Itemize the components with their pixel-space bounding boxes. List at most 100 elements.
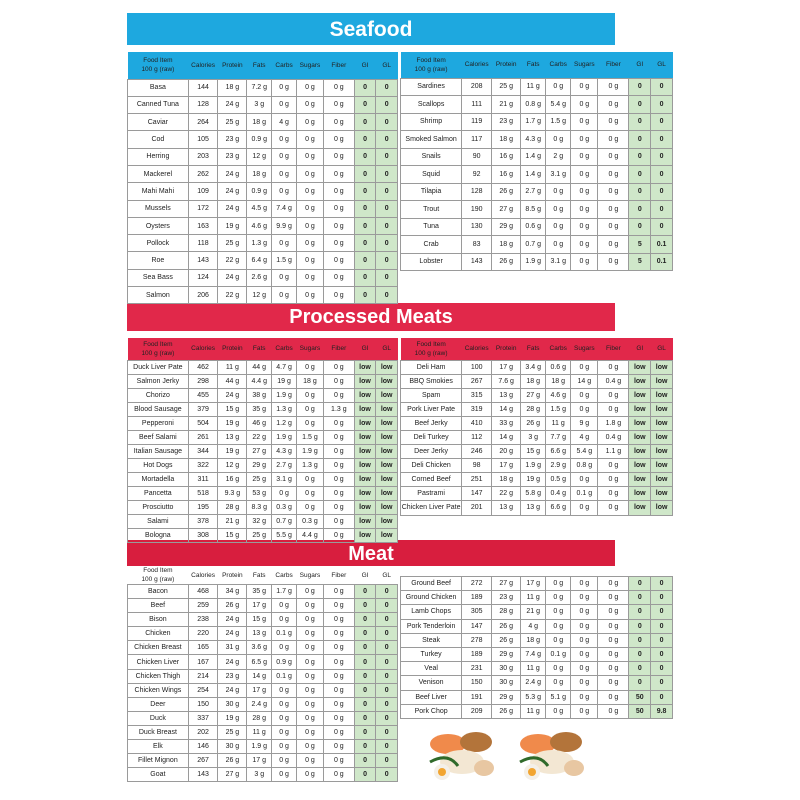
- cell-fiber: 0 g: [322, 95, 355, 115]
- cell-protein: 28 g: [217, 499, 248, 515]
- column-header-calories: Calories: [188, 52, 218, 79]
- cell-gl: 0: [375, 216, 398, 236]
- cell-food-item: Beef Jerky: [399, 415, 463, 431]
- cell-sugars: 0 g: [570, 472, 599, 488]
- cell-sugars: 0 g: [295, 95, 324, 115]
- cell-fats: 3.4 g: [520, 359, 547, 375]
- cell-calories: 518: [187, 485, 219, 501]
- cell-gi: 0: [353, 767, 377, 783]
- cell-sugars: 0 g: [570, 703, 599, 719]
- cell-gi: 0: [353, 654, 377, 670]
- cell-protein: 14 g: [491, 401, 522, 417]
- cell-gl: low: [375, 499, 398, 515]
- column-header-fats: Fats: [246, 566, 272, 585]
- cell-calories: 165: [187, 640, 219, 656]
- cell-food-item: Duck Breast: [127, 724, 189, 741]
- cell-sugars: 0 g: [295, 767, 324, 783]
- cell-carbs: 11 g: [545, 415, 572, 431]
- cell-calories: 111: [461, 95, 493, 114]
- cell-food-item: Spam: [399, 387, 463, 403]
- cell-fiber: 0 g: [597, 359, 630, 375]
- cell-sugars: 0 g: [295, 401, 324, 417]
- cell-food-item: Prosciutto: [127, 499, 189, 515]
- column-header-fats: Fats: [246, 52, 272, 79]
- cell-fiber: 0 g: [322, 457, 355, 473]
- cell-fats: 26 g: [520, 415, 547, 431]
- cell-food-item: Blood Sausage: [127, 401, 189, 417]
- cell-gl: 0: [375, 95, 398, 115]
- cell-sugars: 0 g: [570, 147, 599, 166]
- cell-gl: low: [650, 500, 673, 516]
- cell-fiber: 1.8 g: [597, 415, 630, 431]
- cell-gl: low: [375, 387, 398, 403]
- cell-protein: 16 g: [491, 147, 522, 166]
- cell-gl: low: [650, 458, 673, 474]
- cell-sugars: 4 g: [570, 429, 599, 446]
- cell-gl: 0: [375, 739, 398, 755]
- cell-gi: 0: [628, 575, 652, 592]
- cell-carbs: 0 g: [271, 164, 297, 184]
- cell-fats: 14 g: [246, 668, 273, 684]
- cell-gl: 0: [650, 217, 673, 236]
- cell-gl: low: [375, 359, 398, 375]
- cell-sugars: 0 g: [295, 415, 324, 431]
- cell-calories: 143: [187, 251, 219, 270]
- cell-sugars: 0 g: [570, 359, 599, 375]
- cell-protein: 16 g: [491, 165, 522, 184]
- cell-gl: low: [375, 485, 398, 501]
- cell-fats: 28 g: [246, 710, 273, 726]
- cell-sugars: 0 g: [295, 130, 324, 149]
- cell-fats: 13 g: [520, 500, 547, 516]
- cell-food-item: Chicken: [127, 626, 189, 642]
- cell-sugars: 0 g: [295, 753, 324, 769]
- cell-protein: 18 g: [217, 78, 248, 97]
- cell-gi: 0: [628, 147, 652, 166]
- cell-fiber: 0 g: [322, 583, 355, 600]
- column-header-food-item: Food Item 100 g (raw): [400, 52, 462, 78]
- cell-fats: 6.4 g: [246, 251, 273, 270]
- cell-fiber: 0 g: [597, 147, 630, 166]
- cell-fats: 3 g: [520, 429, 547, 446]
- cell-calories: 190: [461, 200, 493, 219]
- cell-food-item: Squid: [399, 165, 463, 184]
- cell-fats: 8.5 g: [520, 200, 547, 219]
- cell-sugars: 0 g: [295, 387, 324, 403]
- cell-fats: 22 g: [246, 429, 273, 445]
- cell-gl: 0: [375, 268, 398, 288]
- cell-food-item: Turkey: [399, 646, 463, 663]
- cell-carbs: 0 g: [271, 95, 297, 115]
- cell-fats: 15 g: [246, 612, 273, 628]
- cell-protein: 44 g: [217, 373, 248, 389]
- cell-carbs: 1.9 g: [271, 429, 297, 445]
- cell-calories: 128: [187, 95, 219, 115]
- cell-calories: 144: [187, 78, 219, 97]
- cell-protein: 24 g: [217, 182, 248, 201]
- seafood-banner: Seafood: [127, 13, 615, 45]
- cell-gl: 0: [650, 147, 673, 166]
- cell-carbs: 0 g: [271, 147, 297, 166]
- cell-gl: low: [650, 429, 673, 446]
- cell-carbs: 1.3 g: [271, 401, 297, 417]
- column-header-carbs: Carbs: [271, 566, 297, 585]
- column-header-calories: Calories: [188, 338, 218, 360]
- cell-carbs: 3.1 g: [271, 471, 297, 487]
- cell-sugars: 0.1 g: [570, 486, 599, 502]
- cell-fats: 3 g: [246, 767, 273, 783]
- cell-fiber: 0 g: [597, 200, 630, 219]
- cell-fats: 3.6 g: [246, 640, 273, 656]
- cell-fats: 46 g: [246, 415, 273, 431]
- cell-gl: 0: [375, 234, 398, 253]
- cell-protein: 27 g: [491, 200, 522, 219]
- cell-food-item: Bison: [127, 612, 189, 628]
- cell-gl: 0: [375, 668, 398, 684]
- cell-gl: 0: [650, 165, 673, 184]
